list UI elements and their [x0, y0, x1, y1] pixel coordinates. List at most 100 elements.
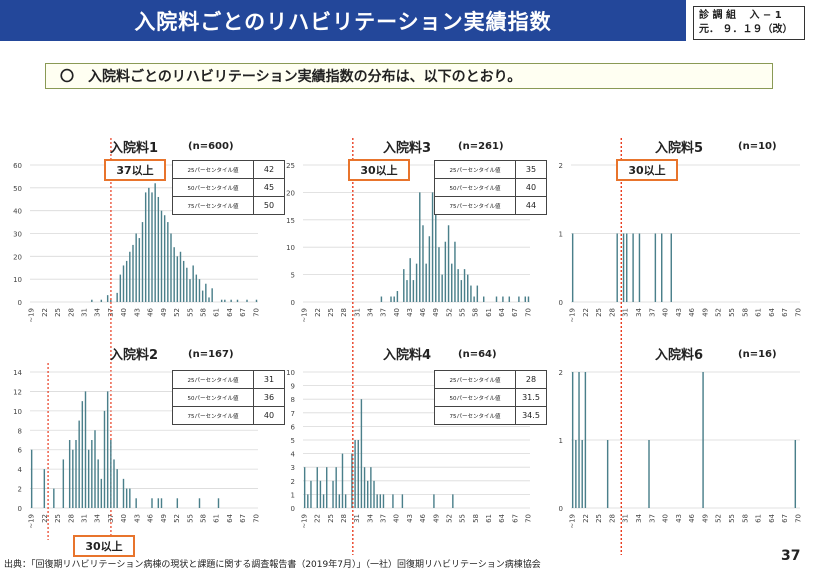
- x-tick-label: 67: [511, 308, 519, 317]
- histogram-bar: [401, 494, 404, 508]
- histogram-bar: [460, 280, 463, 302]
- histogram-bar: [106, 295, 109, 302]
- percentile-label: 50パーセンタイル値: [434, 178, 516, 197]
- chart-n-label: (n=64): [458, 349, 497, 360]
- y-tick-label: 5: [291, 437, 295, 445]
- percentile-label: 75パーセンタイル値: [172, 196, 254, 215]
- x-tick-label: 61: [755, 514, 763, 523]
- histogram-bar: [419, 192, 421, 302]
- x-tick-label: 22: [41, 308, 49, 317]
- histogram-bar: [116, 469, 118, 508]
- histogram-bar: [351, 453, 353, 508]
- y-tick-label: 12: [13, 388, 22, 396]
- histogram-bar: [78, 420, 80, 508]
- y-tick-label: 0: [18, 505, 22, 513]
- histogram-bar: [170, 233, 172, 302]
- x-tick-label: 28: [608, 514, 616, 523]
- percentile-row: 50パーセンタイル値 40: [434, 178, 547, 197]
- y-tick-label: 2: [291, 478, 295, 486]
- x-tick-label: 58: [200, 308, 208, 317]
- x-tick-label: 61: [755, 308, 763, 317]
- document-code-box: 診 調 組 入 − 1 元． ９．１９（改）: [693, 6, 805, 40]
- x-tick-label: 61: [485, 514, 493, 523]
- x-tick-label: 31: [622, 308, 630, 317]
- x-tick-label: 49: [701, 514, 709, 523]
- histogram-bar: [403, 269, 405, 302]
- x-tick-label: 25: [595, 308, 603, 317]
- histogram-bar: [431, 192, 434, 302]
- histogram-bar: [160, 498, 163, 508]
- x-tick-label: 34: [366, 307, 374, 316]
- histogram-bar: [116, 292, 118, 302]
- histogram-bar: [396, 291, 399, 302]
- histogram-bar: [157, 196, 160, 302]
- histogram-bar: [84, 391, 87, 508]
- histogram-bar: [144, 192, 147, 302]
- histogram-bar: [584, 372, 587, 508]
- percentile-table: 25パーセンタイル値 35 50パーセンタイル値 40 75パーセンタイル値 44: [434, 160, 547, 215]
- histogram-bar: [518, 296, 520, 302]
- histogram-bar: [30, 449, 33, 508]
- histogram-bar: [148, 187, 150, 302]
- percentile-value: 31: [253, 370, 285, 389]
- y-tick-label: 5: [291, 272, 295, 280]
- histogram-bar: [138, 238, 141, 302]
- histogram-bar: [198, 498, 201, 508]
- histogram-bar: [338, 494, 341, 508]
- y-tick-label: 6: [18, 447, 23, 455]
- y-tick-label: 20: [286, 189, 295, 197]
- histogram-bar: [390, 296, 392, 302]
- x-tick-label: 40: [120, 514, 128, 523]
- histogram-bar: [87, 449, 90, 508]
- y-tick-label: 7: [291, 410, 295, 418]
- histogram-bar: [467, 274, 469, 302]
- x-tick-label: 43: [133, 308, 141, 317]
- percentile-value: 40: [515, 178, 547, 197]
- histogram-bar: [255, 299, 258, 302]
- y-tick-label: 3: [291, 464, 295, 472]
- x-tick-label: 67: [239, 308, 247, 317]
- y-tick-label: 10: [13, 276, 22, 284]
- threshold-callout: 30以上: [616, 159, 678, 181]
- histogram-bar: [91, 440, 93, 508]
- histogram-bar: [154, 183, 156, 302]
- histogram-bar: [186, 267, 188, 302]
- x-tick-label: 28: [608, 308, 616, 317]
- x-tick-label: 58: [472, 308, 480, 317]
- histogram-bar: [648, 440, 650, 508]
- x-tick-label: 70: [252, 514, 260, 523]
- histogram-bar: [373, 480, 375, 508]
- percentile-table: 25パーセンタイル値 42 50パーセンタイル値 45 75パーセンタイル値 50: [172, 160, 285, 215]
- chart-title: 入院料3: [383, 141, 432, 156]
- histogram-bar: [409, 258, 411, 302]
- histogram-bar: [189, 279, 191, 302]
- percentile-row: 75パーセンタイル値 50: [172, 196, 285, 215]
- x-tick-label: 46: [688, 307, 696, 316]
- x-tick-label: 31: [353, 308, 361, 317]
- histogram-bar: [406, 280, 408, 302]
- x-tick-label: 40: [393, 514, 401, 523]
- histogram-bar: [661, 233, 663, 302]
- x-tick-label: 52: [173, 514, 181, 523]
- percentile-row: 25パーセンタイル値 35: [434, 160, 547, 179]
- histogram-bar: [75, 440, 77, 508]
- x-tick-label: ~19: [28, 514, 36, 529]
- histogram-bar: [122, 478, 125, 508]
- percentile-row: 25パーセンタイル値 31: [172, 370, 285, 389]
- histogram-bar: [616, 233, 618, 302]
- x-tick-label: 67: [239, 514, 247, 523]
- y-tick-label: 2: [559, 369, 563, 377]
- histogram-bar: [473, 296, 475, 302]
- histogram-bar: [81, 401, 84, 508]
- histogram-bar: [198, 279, 201, 302]
- x-tick-label: 40: [662, 308, 670, 317]
- x-tick-label: 37: [107, 308, 115, 317]
- x-tick-label: 46: [419, 307, 427, 316]
- histogram-bar: [335, 467, 337, 508]
- histogram-bar: [571, 233, 574, 302]
- x-tick-label: 49: [432, 308, 440, 317]
- y-tick-label: 10: [286, 369, 295, 377]
- x-tick-label: 52: [715, 514, 723, 523]
- histogram-bar: [428, 236, 431, 302]
